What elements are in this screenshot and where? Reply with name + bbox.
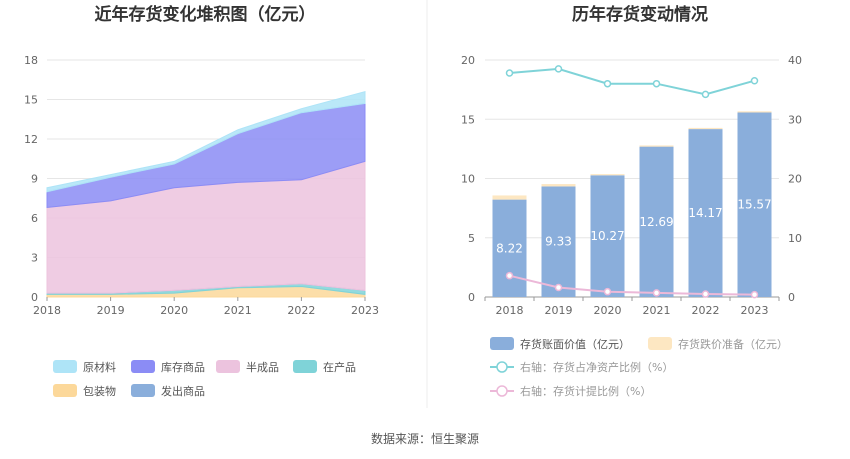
left-y-tick-label: 6 bbox=[31, 212, 38, 225]
left-legend-label: 包装物 bbox=[83, 384, 116, 398]
right-legend-swatch bbox=[648, 337, 672, 350]
right-y-tick-label: 0 bbox=[468, 291, 475, 304]
right-x-tick-label: 2022 bbox=[692, 304, 720, 317]
right-x-tick-label: 2019 bbox=[545, 304, 573, 317]
area-5 bbox=[46, 90, 366, 193]
right-legend-marker bbox=[496, 361, 508, 373]
left-y-tick-label: 18 bbox=[24, 54, 38, 67]
line-provision-ratio bbox=[509, 274, 755, 296]
line-point bbox=[603, 79, 612, 88]
left-x-tick-label: 2022 bbox=[287, 304, 315, 317]
left-legend-swatch bbox=[131, 360, 155, 373]
left-y-tick-label: 12 bbox=[24, 133, 38, 146]
right-bar-series: 8.22 9.33 10.27 12.69 14.17 15.57 bbox=[492, 111, 772, 297]
left-legend-label: 库存商品 bbox=[161, 360, 205, 374]
left-y-tick-label: 15 bbox=[24, 94, 38, 107]
stacked-area-chart: 近年存货变化堆积图（亿元） 0 3 6 9 12 15 18 2018 2019 2020 202… bbox=[24, 4, 379, 398]
bar-impairment bbox=[541, 184, 576, 187]
left-x-tick-label: 2019 bbox=[97, 304, 125, 317]
left-y-tick-label: 9 bbox=[31, 173, 38, 186]
right-y2-tick-label: 10 bbox=[788, 232, 802, 245]
right-x-tick-label: 2023 bbox=[741, 304, 769, 317]
line-point bbox=[652, 79, 661, 88]
right-y2-tick-label: 40 bbox=[788, 54, 802, 67]
line-point bbox=[554, 283, 563, 292]
right-x-axis: 2018 2019 2020 2021 2022 2023 bbox=[484, 297, 780, 317]
left-legend-swatch bbox=[53, 384, 77, 397]
right-right-y-axis: 0 10 20 30 40 bbox=[788, 54, 802, 304]
bar-book-value bbox=[590, 175, 625, 297]
line-point bbox=[505, 69, 514, 77]
right-legend-label: 存货账面价值（亿元） bbox=[520, 337, 630, 351]
right-x-tick-label: 2020 bbox=[594, 304, 622, 317]
bar-book-value bbox=[639, 146, 674, 297]
bar-impairment bbox=[590, 174, 625, 176]
left-x-tick-label: 2020 bbox=[160, 304, 188, 317]
right-y-tick-label: 5 bbox=[468, 232, 475, 245]
left-legend-label: 发出商品 bbox=[161, 384, 205, 398]
line-point bbox=[652, 289, 661, 297]
bar-line-chart: 历年存货变动情况 8.22 9.33 10.27 12.69 14.17 15.57 0 5… bbox=[461, 4, 802, 398]
left-legend-label: 半成品 bbox=[246, 360, 279, 374]
left-legend-label: 在产品 bbox=[323, 360, 356, 374]
right-legend-swatch bbox=[490, 337, 514, 350]
left-y-axis: 0 3 6 9 12 15 18 bbox=[24, 54, 38, 304]
bar-data-label: 10.27 bbox=[590, 229, 624, 243]
line-point bbox=[554, 65, 563, 73]
right-legend-marker bbox=[496, 385, 508, 397]
right-grid bbox=[485, 59, 779, 298]
bar-book-value bbox=[688, 129, 723, 297]
left-x-tick-label: 2018 bbox=[33, 304, 61, 317]
line-point bbox=[505, 271, 514, 280]
right-x-tick-label: 2018 bbox=[496, 304, 524, 317]
left-y-tick-label: 0 bbox=[31, 291, 38, 304]
right-y2-tick-label: 20 bbox=[788, 173, 802, 186]
bar-book-value bbox=[492, 199, 527, 297]
bar-data-label: 12.69 bbox=[639, 215, 673, 229]
bar-book-value bbox=[541, 186, 576, 297]
bar-impairment bbox=[688, 127, 723, 130]
bar-impairment bbox=[492, 195, 527, 200]
right-legend-label: 存货跌价准备（亿元） bbox=[678, 337, 788, 351]
bar-data-label: 8.22 bbox=[496, 241, 523, 255]
right-line-series bbox=[505, 65, 759, 299]
line-point bbox=[750, 290, 759, 299]
bar-book-value bbox=[737, 112, 772, 297]
bar-impairment bbox=[639, 145, 674, 147]
line-point bbox=[701, 90, 710, 99]
right-left-y-axis: 0 5 10 15 20 bbox=[461, 54, 475, 304]
left-x-axis: 2018 2019 2020 2021 2022 2023 bbox=[33, 297, 379, 317]
left-chart-title: 近年存货变化堆积图（亿元） bbox=[95, 4, 316, 25]
left-legend-swatch bbox=[216, 360, 240, 373]
bar-data-label: 15.57 bbox=[737, 198, 771, 212]
bar-data-label: 14.17 bbox=[688, 206, 722, 220]
right-y-tick-label: 15 bbox=[461, 113, 475, 126]
left-y-tick-label: 3 bbox=[31, 252, 38, 265]
right-y-tick-label: 10 bbox=[461, 173, 475, 186]
left-legend-swatch bbox=[53, 360, 77, 373]
left-legend-label: 原材料 bbox=[83, 360, 116, 374]
right-legend-label: 右轴：存货占净资产比例（%） bbox=[520, 360, 673, 374]
right-chart-title: 历年存货变动情况 bbox=[572, 4, 708, 25]
line-point bbox=[750, 76, 759, 85]
right-legend: 存货账面价值（亿元） 存货跌价准备（亿元） 右轴：存货占净资产比例（%） 右轴：存货计… bbox=[490, 337, 788, 398]
right-y-tick-label: 20 bbox=[461, 54, 475, 67]
bar-impairment bbox=[737, 111, 772, 113]
source-note: 数据来源：恒生聚源 bbox=[371, 431, 479, 446]
left-area-series bbox=[46, 90, 366, 298]
line-point bbox=[701, 290, 710, 298]
bar-data-label: 9.33 bbox=[545, 235, 572, 249]
line-net-asset-ratio bbox=[509, 67, 755, 96]
right-y2-tick-label: 0 bbox=[788, 291, 795, 304]
line-point bbox=[603, 287, 612, 296]
left-x-tick-label: 2021 bbox=[224, 304, 252, 317]
right-legend-label: 右轴：存货计提比例（%） bbox=[520, 384, 651, 398]
right-x-tick-label: 2021 bbox=[643, 304, 671, 317]
left-legend-swatch bbox=[131, 384, 155, 397]
left-x-tick-label: 2023 bbox=[351, 304, 379, 317]
left-legend-swatch bbox=[293, 360, 317, 373]
right-y2-tick-label: 30 bbox=[788, 113, 802, 126]
